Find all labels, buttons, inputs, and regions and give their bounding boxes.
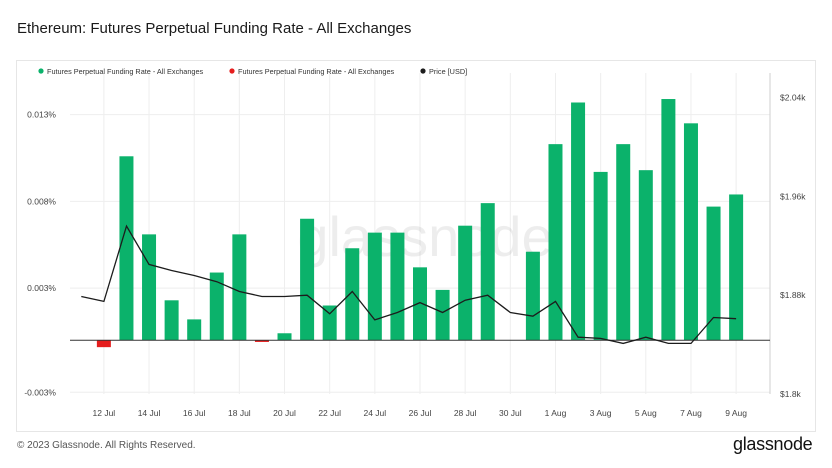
funding-rate-bar — [390, 232, 405, 341]
x-tick-label: 5 Aug — [635, 408, 657, 418]
copyright-text: © 2023 Glassnode. All Rights Reserved. — [17, 440, 196, 451]
y-left-tick-label: 0.008% — [27, 196, 56, 206]
chart-canvas: -0.003% 0.003% 0.008% 0.013% 12 Jul 14 Jul 16 … — [24, 67, 806, 418]
y-right-tick-label: $1.8k — [780, 389, 802, 399]
funding-rate-bar — [142, 234, 157, 341]
x-tick-label: 22 Jul — [318, 408, 341, 418]
watermark-text: glassnode — [297, 205, 552, 268]
funding-rate-bar — [593, 171, 608, 341]
funding-rate-bar — [729, 194, 744, 341]
x-tick-label: 12 Jul — [93, 408, 116, 418]
funding-rate-bar — [367, 232, 382, 341]
funding-rate-bar — [480, 203, 495, 341]
chart-title: Ethereum: Futures Perpetual Funding Rate… — [17, 20, 412, 37]
legend-marker — [38, 68, 44, 74]
x-tick-label: 24 Jul — [363, 408, 386, 418]
funding-rate-bar — [322, 305, 337, 341]
funding-rate-bar — [345, 248, 360, 341]
y-left-tick-label: -0.003% — [24, 387, 56, 397]
legend-label: Futures Perpetual Funding Rate - All Exc… — [238, 67, 395, 76]
x-tick-label: 7 Aug — [680, 408, 702, 418]
funding-rate-bar — [209, 272, 224, 341]
legend-label: Futures Perpetual Funding Rate - All Exc… — [47, 67, 204, 76]
funding-rate-bar — [683, 123, 698, 341]
x-tick-label: 16 Jul — [183, 408, 206, 418]
funding-rate-bar — [277, 333, 292, 341]
x-tick-label: 9 Aug — [725, 408, 747, 418]
y-right-tick-label: $1.96k — [780, 191, 806, 201]
funding-rate-bar — [616, 144, 631, 341]
funding-rate-bar — [413, 267, 427, 341]
funding-rate-bar — [638, 170, 653, 341]
x-tick-label: 30 Jul — [499, 408, 522, 418]
funding-rate-bar — [548, 144, 563, 341]
funding-rate-bar — [525, 251, 540, 341]
x-tick-label: 3 Aug — [590, 408, 612, 418]
x-tick-label: 18 Jul — [228, 408, 251, 418]
y-right-tick-label: $2.04k — [780, 93, 806, 103]
funding-rate-bar — [571, 102, 586, 341]
funding-rate-bar — [119, 156, 134, 341]
x-tick-label: 20 Jul — [273, 408, 296, 418]
funding-rate-bar — [458, 225, 473, 341]
funding-rate-bar — [96, 340, 111, 348]
x-tick-label: 1 Aug — [545, 408, 567, 418]
x-tick-label: 26 Jul — [409, 408, 432, 418]
funding-rate-bar — [435, 289, 450, 341]
funding-rate-bar — [300, 218, 315, 341]
x-tick-label: 14 Jul — [138, 408, 161, 418]
legend-marker — [420, 68, 426, 74]
x-tick-label: 28 Jul — [454, 408, 477, 418]
legend-label: Price [USD] — [429, 67, 467, 76]
chart-panel: -0.003% 0.003% 0.008% 0.013% 12 Jul 14 Jul 16 … — [16, 60, 816, 432]
glassnode-logo: glassnode — [733, 434, 813, 454]
funding-rate-bar — [254, 340, 269, 342]
y-left-tick-label: 0.013% — [27, 110, 56, 120]
price-line — [81, 224, 737, 345]
y-right-tick-label: $1.88k — [780, 290, 806, 300]
legend-marker — [229, 68, 235, 74]
funding-rate-bar — [232, 234, 247, 341]
funding-rate-bar — [661, 99, 676, 341]
funding-rate-bar — [706, 206, 721, 341]
funding-rate-bar — [187, 319, 202, 341]
funding-rate-bar — [164, 300, 179, 341]
y-left-tick-label: 0.003% — [27, 283, 56, 293]
